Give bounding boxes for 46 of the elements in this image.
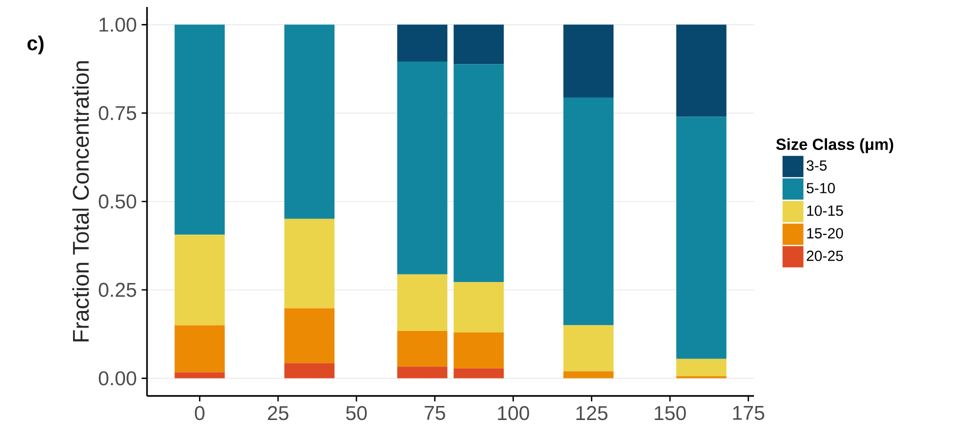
legend-title: Size Class (μm) [776,138,894,154]
bar [397,330,448,367]
y-tick-label: 0.25 [98,282,136,297]
x-tick-label: 75 [424,406,446,420]
legend-label: 5-10 [806,182,835,194]
text: c) [28,36,44,54]
bar [563,98,614,326]
bar [397,274,448,331]
y-tick-label: 0.00 [98,371,136,386]
x-tick-label: 0 [194,406,204,420]
legend-label: 20-25 [806,250,843,262]
bar [284,363,334,378]
bar [174,372,225,378]
bar [174,234,225,326]
x-tick-label: 175 [733,406,764,420]
bar [174,24,225,235]
legend-label: 3-5 [806,160,827,171]
legend-label: 10-15 [807,206,843,216]
y-tick-label: 1.00 [100,18,136,32]
bar [454,24,504,64]
bar [454,64,504,282]
legend-label: 15-20 [807,228,843,238]
bar [284,308,334,364]
y-tick-label: 0.50 [98,194,136,209]
x-tick-label: 50 [346,406,367,420]
bar [454,368,504,378]
x-tick-label: 150 [654,406,686,420]
bar [397,24,448,62]
bar [676,116,726,359]
bar [676,24,726,117]
x-tick-label: 125 [576,406,608,420]
y-axis-title: Fraction Total Concentration [72,61,89,342]
y-tick-label: 0.75 [98,106,136,120]
bar [563,371,614,378]
bar [284,24,334,219]
x-tick-label: 25 [268,406,288,420]
bar [563,325,614,372]
bar [397,366,448,378]
x-tick-label: 100 [498,406,530,420]
bar [397,61,448,274]
bar [563,24,614,98]
bar [174,325,225,372]
bar [454,332,504,368]
bar [454,282,504,332]
bar [284,218,334,308]
bar [676,358,726,376]
